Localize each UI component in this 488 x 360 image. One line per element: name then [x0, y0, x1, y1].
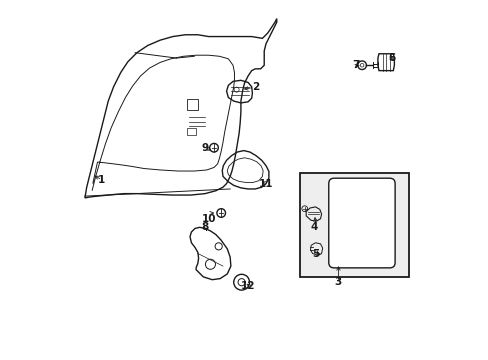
FancyBboxPatch shape — [328, 178, 394, 268]
Text: 8: 8 — [201, 222, 208, 231]
Text: 6: 6 — [387, 53, 394, 63]
Text: 7: 7 — [351, 60, 359, 70]
Text: 1: 1 — [97, 175, 104, 185]
Text: 9: 9 — [201, 143, 208, 153]
Text: 12: 12 — [241, 281, 255, 291]
FancyBboxPatch shape — [300, 173, 408, 277]
Text: 3: 3 — [333, 277, 341, 287]
Text: 5: 5 — [312, 248, 319, 258]
Text: 4: 4 — [310, 222, 318, 231]
Text: 2: 2 — [251, 82, 258, 92]
Text: 10: 10 — [201, 215, 215, 224]
Text: 11: 11 — [258, 179, 273, 189]
